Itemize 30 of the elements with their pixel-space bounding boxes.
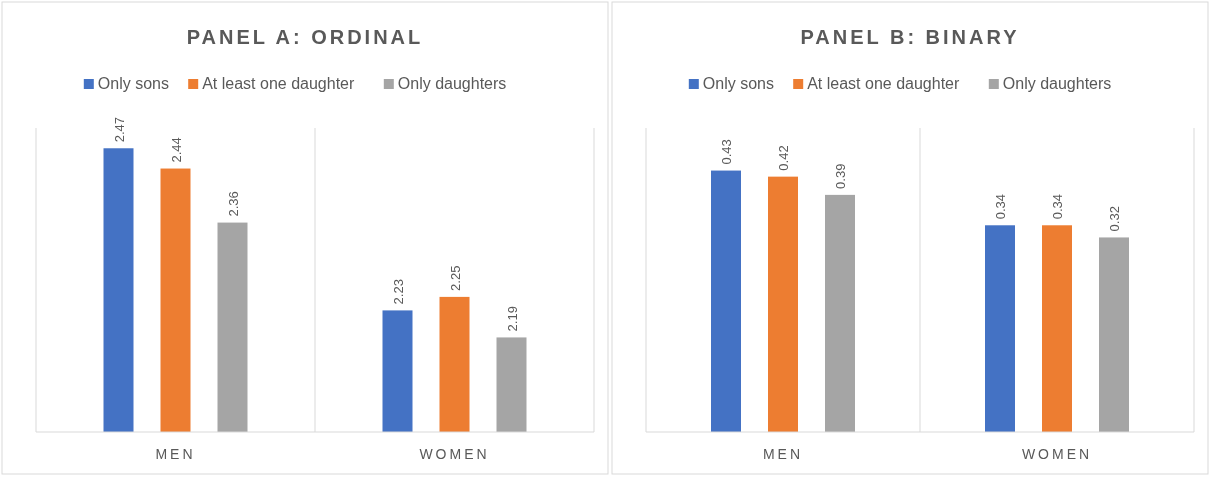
data-label: 2.44 <box>168 137 184 163</box>
legend-label: Only sons <box>702 75 774 92</box>
data-label: 0.39 <box>833 163 848 189</box>
data-label: 0.43 <box>719 139 734 165</box>
x-tick-label: WOMEN <box>1021 446 1093 462</box>
data-label: 0.34 <box>1050 193 1065 220</box>
bar <box>825 194 855 432</box>
legend-label: Only daughters <box>397 75 507 92</box>
legend-label: Only sons <box>97 75 169 92</box>
bar <box>1042 225 1072 432</box>
data-label: 2.36 <box>225 191 241 217</box>
data-label: 0.32 <box>1107 206 1122 232</box>
data-label: 2.23 <box>390 279 406 305</box>
x-tick-label: MEN <box>762 446 804 462</box>
legend-label: Only daughters <box>1002 75 1112 92</box>
bar <box>768 176 798 432</box>
data-label: 0.34 <box>993 193 1008 220</box>
bar <box>985 225 1015 432</box>
bar <box>1099 237 1129 432</box>
data-label: 2.25 <box>447 265 463 291</box>
chart-title: PANEL A: ORDINAL <box>186 26 424 48</box>
chart-title: PANEL B: BINARY <box>800 26 1020 48</box>
data-label: 2.47 <box>111 116 127 143</box>
x-tick-label: WOMEN <box>419 446 490 462</box>
legend-label: At least one daughter <box>807 75 960 92</box>
data-label: 2.19 <box>504 306 520 332</box>
data-label: 0.42 <box>776 145 791 171</box>
x-tick-label: MEN <box>155 446 196 462</box>
legend-label: At least one daughter <box>202 75 355 92</box>
bar <box>711 170 741 432</box>
